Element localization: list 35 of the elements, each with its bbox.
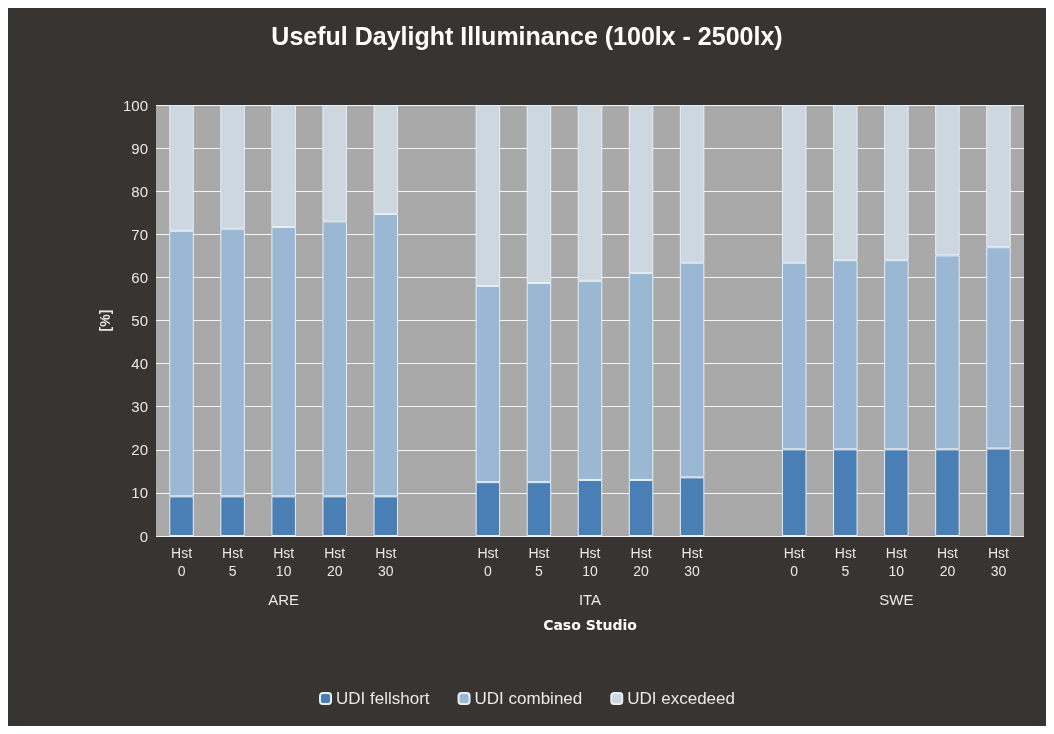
x-tick-label: Hst 20 bbox=[324, 545, 346, 579]
legend-label: UDI combined bbox=[474, 689, 583, 708]
legend-label: UDI excedeed bbox=[627, 689, 735, 708]
text: ITA bbox=[578, 591, 602, 608]
text: SWE bbox=[879, 591, 914, 608]
x-tick-label: Hst 10 bbox=[273, 545, 295, 579]
y-tick-label: 60 bbox=[131, 268, 148, 286]
y-tick-label: 90 bbox=[131, 139, 148, 157]
x-tick-label: Hst 5 bbox=[528, 545, 550, 579]
y-tick-label: 10 bbox=[131, 484, 148, 502]
y-tick-label: 40 bbox=[131, 355, 148, 373]
x-tick-label: Hst 5 bbox=[222, 545, 244, 579]
x-tick-label: Hst 30 bbox=[681, 545, 703, 579]
x-tick-label: Hst 20 bbox=[630, 545, 652, 579]
y-axis-title: [%] bbox=[97, 309, 114, 332]
x-tick-label: Hst 10 bbox=[885, 545, 907, 579]
x-tick-label: Hst 0 bbox=[171, 545, 193, 579]
legend-label: UDI fellshort bbox=[336, 689, 430, 708]
y-tick-label: 0 bbox=[139, 527, 148, 545]
y-tick-label: 100 bbox=[122, 96, 148, 114]
y-tick-label: 30 bbox=[131, 398, 148, 416]
y-tick-label: 50 bbox=[131, 312, 148, 329]
text: ARE bbox=[268, 591, 300, 608]
x-tick-label: Hst 30 bbox=[375, 545, 397, 579]
x-tick-label: Hst 20 bbox=[936, 545, 959, 579]
x-tick-label: Hst 0 bbox=[477, 545, 499, 579]
y-tick-label: 70 bbox=[131, 225, 148, 243]
x-tick-label: Hst 0 bbox=[783, 545, 805, 579]
chart-title: Useful Daylight Illuminance (100lx - 2500lx) bbox=[271, 21, 783, 50]
x-tick-label: Hst 5 bbox=[834, 545, 856, 579]
y-tick-label: 80 bbox=[131, 182, 148, 200]
x-axis-title: Caso Studio bbox=[543, 617, 638, 633]
x-tick-label: Hst 10 bbox=[579, 545, 601, 579]
y-tick-label: 20 bbox=[131, 441, 148, 459]
x-tick-label: Hst 30 bbox=[987, 545, 1010, 579]
